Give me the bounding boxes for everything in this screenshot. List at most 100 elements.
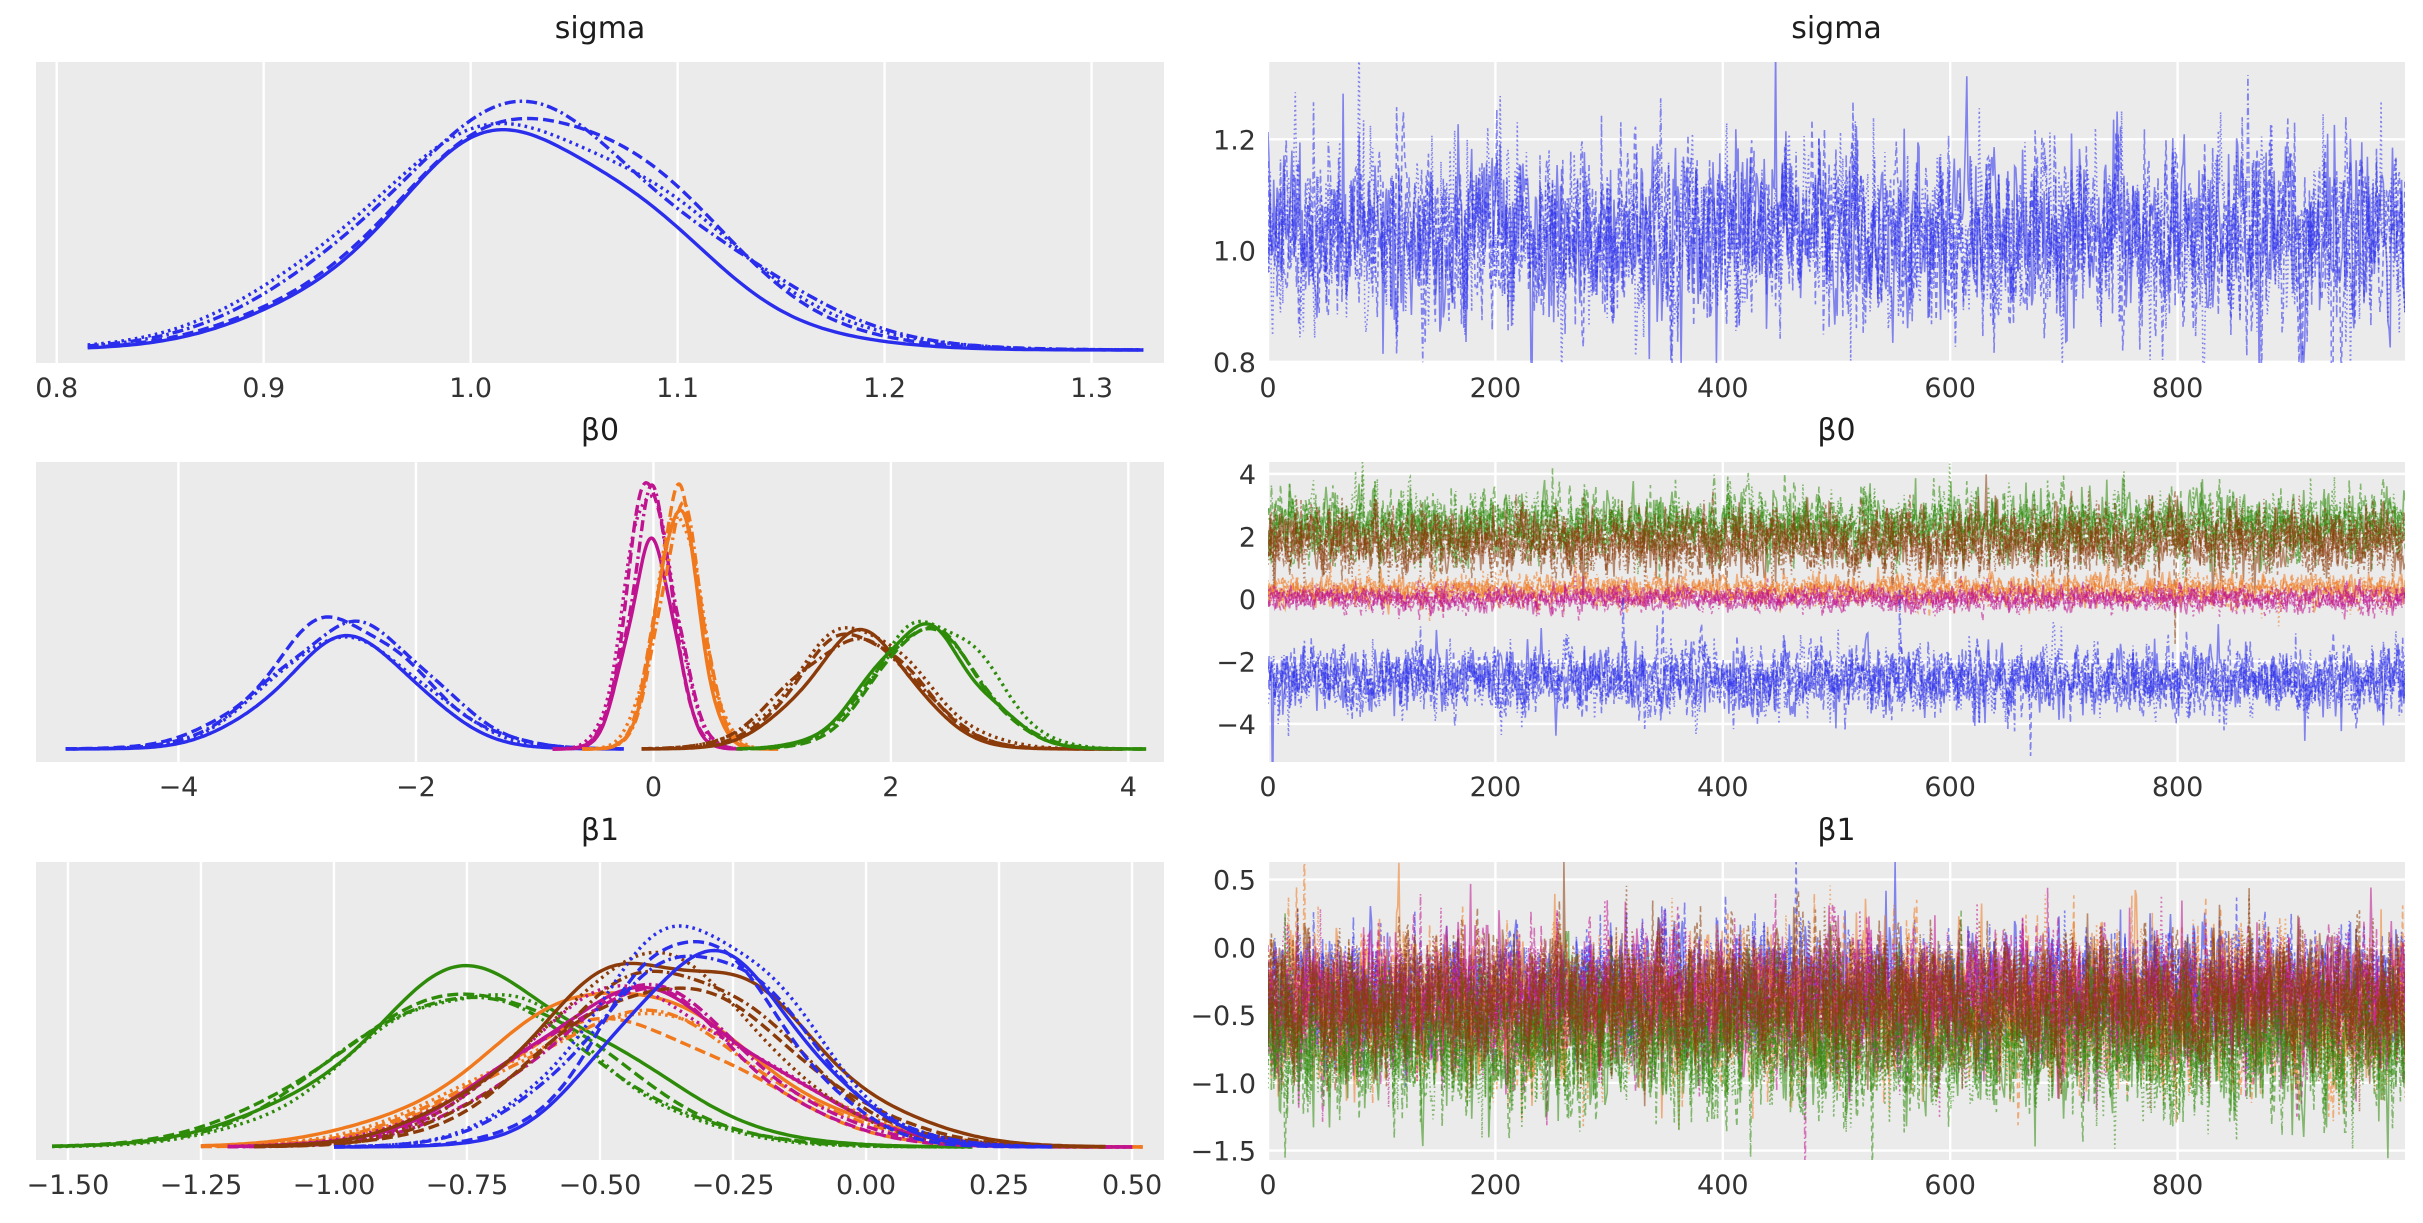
trace-line-beta0[3]-chain2 — [1268, 490, 2405, 602]
x-tick-label: −1.00 — [293, 1170, 376, 1201]
x-tick-label: −0.25 — [692, 1170, 775, 1201]
trace-line-beta1[4]-chain2 — [1268, 910, 2405, 1158]
x-tick-label: 400 — [1697, 373, 1749, 404]
beta0-trace-panel: 0 200 400 600 800 −4 −2 0 2 4 — [1216, 460, 2405, 803]
x-tick-label: −4 — [159, 772, 199, 803]
panel-title-beta0-trace: β0 — [1817, 413, 1855, 448]
panel-title-sigma-kde: sigma — [555, 11, 646, 46]
trace-line-beta0[0]-chain2 — [1268, 589, 2405, 732]
trace-line-beta0[4]-chain3 — [1268, 462, 2405, 589]
kde-curve-beta1[0]-chain1 — [334, 940, 1053, 1149]
x-tick-label: 800 — [2152, 1170, 2204, 1201]
y-tick-label: 4 — [1239, 460, 1256, 491]
x-tick-label: 600 — [1924, 373, 1976, 404]
x-tick-label: 0 — [1259, 772, 1276, 803]
kde-curve-sigma-chain1 — [87, 116, 1144, 352]
x-tick-label: 200 — [1470, 1170, 1522, 1201]
trace-line-sigma-chain3 — [1268, 62, 2405, 363]
panel-background — [36, 62, 1164, 363]
panel-title-beta1-kde: β1 — [581, 813, 619, 848]
x-tick-label: 0.00 — [836, 1170, 896, 1201]
kde-curve-beta1[3]-chain1 — [254, 986, 1106, 1149]
kde-curve-beta0[0]-chain3 — [65, 635, 624, 751]
y-tick-label: −1.5 — [1190, 1137, 1256, 1168]
kde-curve-beta1[3]-chain2 — [254, 969, 1106, 1149]
kde-curve-beta0[1]-chain2 — [552, 483, 743, 751]
x-tick-label: −2 — [396, 772, 436, 803]
x-tick-label: 0 — [1259, 373, 1276, 404]
x-tick-label: 600 — [1924, 1170, 1976, 1201]
trace-line-beta0[1]-chain2 — [1268, 578, 2405, 620]
x-tick-label: −1.50 — [27, 1170, 110, 1201]
x-tick-label: 600 — [1924, 772, 1976, 803]
sigma-trace-panel: 0 200 400 600 800 0.8 1.0 1.2 — [1213, 62, 2405, 404]
x-tick-label: 800 — [2152, 772, 2204, 803]
kde-curve-beta1[4]-chain0 — [51, 963, 973, 1149]
x-tick-label: 0.50 — [1102, 1170, 1162, 1201]
trace-line-beta0[0]-chain0 — [1268, 624, 2405, 762]
x-tick-label: 1.1 — [656, 373, 699, 404]
kde-curve-beta1[0]-chain3 — [333, 924, 1053, 1149]
kde-curve-beta0[3]-chain3 — [641, 626, 1123, 751]
x-tick-label: 0.8 — [35, 373, 78, 404]
y-tick-label: 0 — [1239, 585, 1256, 616]
y-tick-label: −4 — [1216, 710, 1256, 741]
panel-title-beta0-kde: β0 — [581, 413, 619, 448]
x-tick-label: 4 — [1120, 772, 1137, 803]
kde-curve-beta1[0]-chain2 — [333, 954, 1053, 1149]
x-tick-label: 2 — [882, 772, 899, 803]
x-tick-label: 0.25 — [969, 1170, 1029, 1201]
kde-curve-beta0[2]-chain2 — [582, 500, 779, 751]
y-tick-label: 1.2 — [1213, 125, 1256, 156]
trace-line-beta0[2]-chain2 — [1268, 563, 2405, 615]
y-tick-label: −2 — [1216, 647, 1256, 678]
x-tick-label: 1.2 — [863, 373, 906, 404]
trace-line-beta0[1]-chain3 — [1268, 569, 2405, 618]
x-tick-label: −0.50 — [559, 1170, 642, 1201]
trace-line-sigma-chain2 — [1268, 74, 2405, 363]
kde-curve-beta0[0]-chain2 — [65, 619, 624, 751]
beta1-kde-panel: −1.50 −1.25 −1.00 −0.75 −0.50 −0.25 0.00 0.25 0.… — [27, 862, 1164, 1201]
kde-curve-beta1[3]-chain0 — [254, 961, 1106, 1149]
y-tick-label: 0.8 — [1213, 348, 1256, 379]
x-tick-label: 400 — [1697, 1170, 1749, 1201]
beta0-kde-panel: −4 −2 0 2 4 — [36, 462, 1164, 803]
beta1-trace-panel: 0 200 400 600 800 0.5 0.0 −0.5 −1.0 −1.5 — [1190, 862, 2405, 1201]
panels-layer: 0.8 0.9 1.0 1.1 1.2 1.3 0 200 400 600 8000.81.01.2… — [27, 62, 2405, 1201]
x-tick-label: 0 — [1259, 1170, 1276, 1201]
trace-line-beta0[3]-chain3 — [1268, 491, 2405, 597]
panel-title-beta1-trace: β1 — [1817, 813, 1855, 848]
x-tick-label: −1.25 — [160, 1170, 243, 1201]
kde-curve-beta0[4]-chain3 — [736, 619, 1147, 751]
x-tick-label: 1.0 — [449, 373, 492, 404]
y-tick-label: 0.0 — [1213, 933, 1256, 964]
kde-curve-beta1[4]-chain3 — [52, 993, 973, 1149]
sigma-kde-panel: 0.8 0.9 1.0 1.1 1.2 1.3 — [35, 62, 1164, 404]
x-tick-label: 200 — [1470, 373, 1522, 404]
x-tick-label: 1.3 — [1070, 373, 1113, 404]
x-tick-label: 800 — [2152, 373, 2204, 404]
trace-line-beta1[3]-chain3 — [1268, 885, 2405, 1112]
y-tick-label: 0.5 — [1213, 866, 1256, 897]
x-tick-label: 400 — [1697, 772, 1749, 803]
titles-layer: sigma sigma β0 β0 β1 β1 — [555, 11, 1882, 848]
y-tick-label: −0.5 — [1190, 1001, 1256, 1032]
kde-curve-beta1[1]-chain1 — [227, 986, 1133, 1149]
trace-line-beta0[0]-chain1 — [1268, 610, 2405, 757]
y-tick-label: −1.0 — [1190, 1069, 1256, 1100]
y-tick-label: 2 — [1239, 522, 1256, 553]
x-tick-label: 0.9 — [242, 373, 285, 404]
x-tick-label: −0.75 — [426, 1170, 509, 1201]
kde-curve-beta0[0]-chain0 — [65, 633, 624, 751]
panel-title-sigma-trace: sigma — [1791, 11, 1882, 46]
y-tick-label: 1.0 — [1213, 237, 1256, 268]
kde-curve-beta0[2]-chain3 — [582, 513, 779, 751]
kde-curve-beta0[1]-chain3 — [552, 494, 743, 751]
panel-background — [36, 462, 1164, 762]
trace-line-beta1[3]-chain1 — [1268, 891, 2405, 1094]
x-tick-label: 0 — [645, 772, 662, 803]
x-tick-label: 200 — [1470, 772, 1522, 803]
trace-line-beta1[3]-chain2 — [1268, 887, 2405, 1092]
